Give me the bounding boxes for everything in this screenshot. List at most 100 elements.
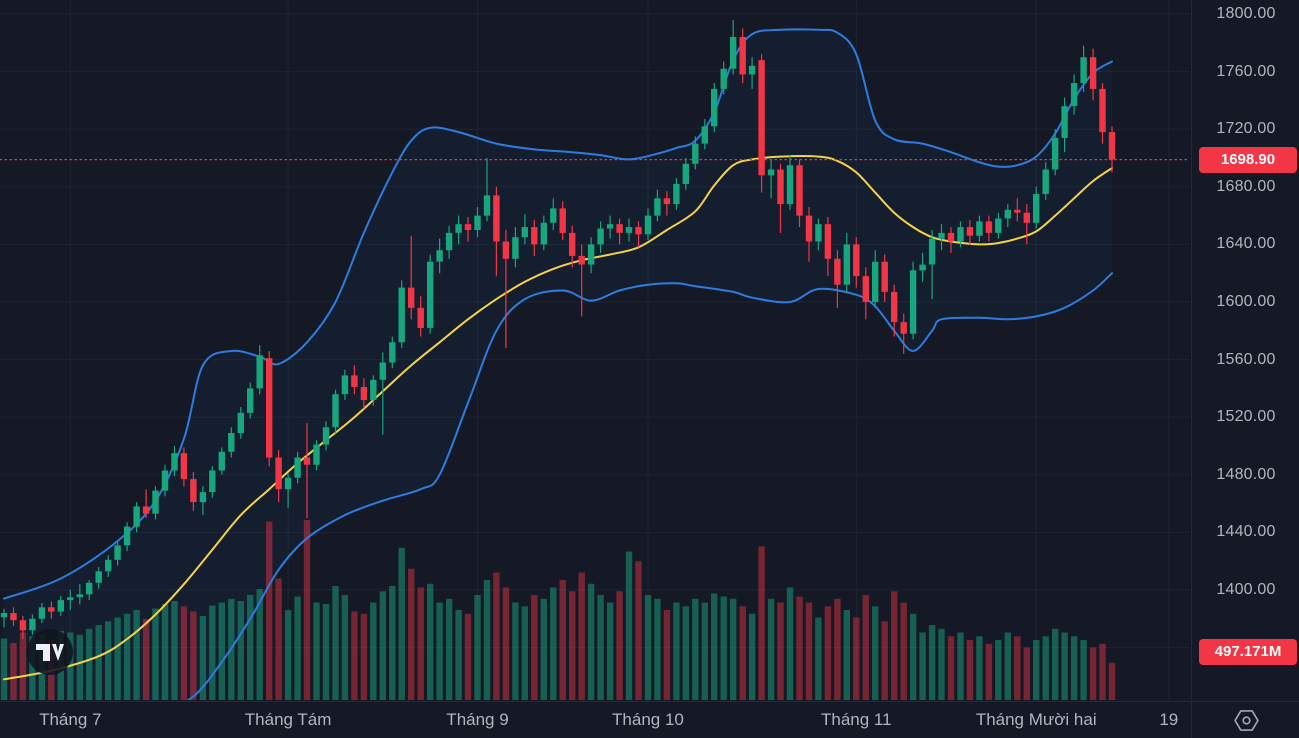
volume-bar: [105, 621, 112, 700]
candle-body: [237, 412, 244, 434]
candle-body: [682, 163, 689, 184]
volume-bar: [748, 613, 756, 700]
candle-body: [786, 165, 794, 205]
volume-bar: [1080, 640, 1087, 700]
volume-bar: [815, 617, 822, 700]
volume-bar: [1052, 628, 1059, 700]
candle-body: [389, 342, 396, 363]
time-axis[interactable]: Tháng 7 Tháng Tám Tháng 9 Tháng 10 Tháng 11 T…: [0, 701, 1191, 738]
candle-body: [284, 477, 292, 490]
candle-body: [228, 433, 235, 452]
candle-body: [985, 221, 993, 233]
volume-bar: [1108, 662, 1116, 700]
volume-bar: [199, 616, 207, 700]
candle-body: [1052, 137, 1059, 170]
tradingview-logo[interactable]: [26, 628, 74, 676]
candle-body: [322, 427, 330, 445]
candle-body: [379, 362, 386, 380]
candle-body: [161, 470, 169, 491]
price-tick-label: 1640.00: [1216, 235, 1276, 253]
volume-bar: [834, 598, 841, 700]
volume-bar: [1004, 632, 1011, 700]
volume-bar: [701, 602, 708, 700]
candle-body: [711, 88, 718, 127]
candle-body: [190, 479, 197, 503]
price-tick-label: 1480.00: [1216, 465, 1276, 483]
candle-body: [256, 355, 263, 389]
axis-settings-corner[interactable]: [1191, 701, 1299, 738]
volume-bar: [95, 625, 102, 700]
volume-bar: [682, 606, 689, 700]
volume-bar: [1033, 640, 1040, 700]
candle-body: [370, 379, 377, 400]
candle-body: [1089, 57, 1097, 89]
candle-body: [38, 607, 46, 619]
candle-body: [114, 545, 121, 560]
volume-bar: [786, 587, 794, 700]
price-axis[interactable]: 1360.001400.001440.001480.001520.001560.…: [1191, 0, 1299, 700]
price-tick-label: 1560.00: [1216, 350, 1276, 368]
volume-bar: [133, 610, 140, 700]
candle-body: [531, 227, 538, 245]
candle-body: [512, 237, 519, 259]
volume-bar: [455, 610, 462, 700]
volume-bar: [341, 595, 349, 700]
candle-body: [748, 65, 756, 75]
candle-body: [644, 215, 652, 235]
hexagon-settings-icon[interactable]: [1233, 707, 1260, 734]
volume-bar: [635, 561, 642, 700]
candle-body: [853, 244, 860, 277]
candle-body: [95, 571, 102, 583]
candle-body: [909, 270, 917, 334]
volume-bar: [493, 572, 500, 700]
volume-bar: [275, 578, 282, 700]
candle-body: [493, 195, 500, 242]
candle-body: [663, 198, 671, 205]
price-tick-label: 1720.00: [1216, 120, 1276, 138]
volume-bar: [351, 611, 358, 700]
chart-canvas[interactable]: [0, 0, 1191, 700]
candle-body: [1033, 194, 1040, 223]
candle-body: [1070, 83, 1078, 107]
candle-body: [578, 255, 585, 265]
time-tick-label: Tháng 10: [612, 710, 684, 729]
volume-bar: [398, 547, 405, 700]
volume-bar: [777, 602, 784, 700]
volume-bar: [891, 591, 898, 700]
volume-bar: [521, 606, 528, 700]
candle-body: [919, 264, 926, 271]
candle-body: [1099, 88, 1106, 133]
candle-body: [569, 232, 576, 256]
volume-bar: [654, 598, 661, 700]
candle-body: [10, 613, 17, 621]
volume-bar: [587, 583, 595, 700]
candle-body: [550, 208, 557, 223]
candlestick-chart[interactable]: [0, 0, 1191, 700]
candle-body: [57, 600, 64, 612]
volume-bar: [332, 586, 339, 700]
candle-body: [76, 594, 83, 598]
candle-body: [815, 224, 822, 242]
volume-bar: [86, 628, 93, 700]
candle-body: [758, 60, 765, 176]
volume-bar: [853, 617, 860, 700]
volume-bar: [909, 613, 917, 700]
price-tick-label: 1440.00: [1216, 523, 1276, 541]
volume-bar: [625, 551, 633, 700]
volume-bar: [436, 602, 443, 700]
volume-bar: [966, 640, 974, 700]
candle-body: [455, 224, 462, 233]
volume-bar: [474, 595, 481, 700]
price-tick-label: 1680.00: [1216, 177, 1276, 195]
volume-bar: [313, 602, 320, 700]
candle-body: [67, 597, 74, 601]
candle-body: [881, 261, 888, 292]
volume-bar: [29, 636, 36, 700]
volume-bar: [161, 604, 169, 700]
volume-bar: [540, 598, 547, 700]
candle-body: [635, 227, 642, 235]
volume-bar: [976, 636, 983, 700]
volume-bar: [597, 595, 604, 700]
candle-body: [1014, 209, 1021, 213]
volume-bar: [512, 602, 519, 700]
